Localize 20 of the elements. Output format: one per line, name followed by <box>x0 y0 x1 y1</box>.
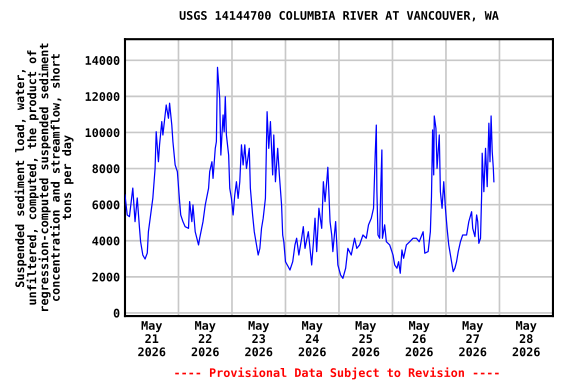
y-tick-label: 10000 <box>86 128 120 138</box>
y-axis-title: Suspended sediment load, water, unfiltered, computed, the product of regression-computed suspended sediment concentration and streamflow, short tons per day <box>14 43 74 311</box>
y-tick-label: 6000 <box>92 200 120 210</box>
x-tick-label: May 23 2026 <box>245 321 272 356</box>
x-tick-label: May 26 2026 <box>406 321 433 356</box>
x-tick-label: May 27 2026 <box>459 321 486 356</box>
chart-title: USGS 14144700 COLUMBIA RIVER AT VANCOUVER, WA <box>180 10 499 22</box>
y-tick-label: 4000 <box>92 236 120 246</box>
y-tick-label: 14000 <box>86 56 120 65</box>
y-tick-label: 12000 <box>86 92 120 102</box>
x-tick-label: May 21 2026 <box>138 321 166 356</box>
x-tick-label: May 24 2026 <box>298 321 326 356</box>
y-tick-label: 2000 <box>92 272 120 282</box>
text: ---- Provisional Data Subject to Revision ---- <box>175 367 499 380</box>
x-tick-label: May 28 2026 <box>512 321 540 356</box>
x-tick-label: May 22 2026 <box>192 321 219 356</box>
y-tick-label: 8000 <box>92 164 120 174</box>
y-tick-label: 0 <box>114 308 120 318</box>
x-tick-label: May 25 2026 <box>352 321 380 356</box>
line-series <box>124 66 495 279</box>
